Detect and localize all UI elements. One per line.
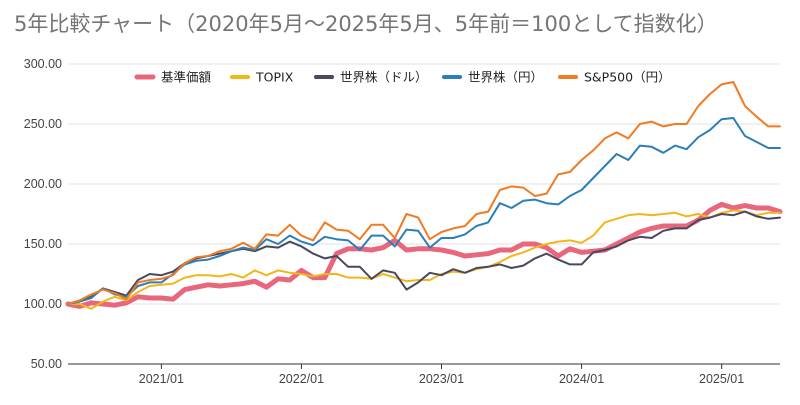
x-tick-label: 2022/01 xyxy=(279,372,324,386)
x-tick-label: 2025/01 xyxy=(699,372,744,386)
series-line-3 xyxy=(67,117,781,305)
legend-label: 基準価額 xyxy=(161,70,212,85)
series-line-1 xyxy=(67,209,781,310)
legend: 基準価額 TOPIX 世界株（ドル） 世界株（円） S&P500（円） xyxy=(134,70,671,85)
y-tick-label: 200.00 xyxy=(24,177,62,191)
gridlines xyxy=(68,63,780,365)
x-tick-label: 2023/01 xyxy=(419,372,464,386)
series-line-4 xyxy=(67,81,781,305)
legend-label: 世界株（円） xyxy=(468,70,543,85)
x-tick-label: 2024/01 xyxy=(559,372,604,386)
y-tick-label: 50.00 xyxy=(31,357,62,371)
x-axis-ticks: 2021/01 2022/01 2023/01 2024/01 2025/01 xyxy=(139,364,744,386)
y-tick-label: 300.00 xyxy=(24,57,62,71)
legend-label: 世界株（ドル） xyxy=(340,70,428,85)
y-tick-label: 150.00 xyxy=(24,237,62,251)
chart-title: 5年比較チャート（2020年5月〜2025年5月、5年前＝100として指数化） xyxy=(14,12,718,36)
series-line-0 xyxy=(65,201,783,309)
y-tick-label: 250.00 xyxy=(24,117,62,131)
series-lines xyxy=(65,81,783,310)
y-axis-ticks: 50.00 100.00 150.00 200.00 250.00 300.00 xyxy=(24,57,62,371)
legend-label: TOPIX xyxy=(255,70,294,85)
legend-label: S&P500（円） xyxy=(584,70,671,85)
x-tick-label: 2021/01 xyxy=(139,372,184,386)
y-tick-label: 100.00 xyxy=(24,297,62,311)
